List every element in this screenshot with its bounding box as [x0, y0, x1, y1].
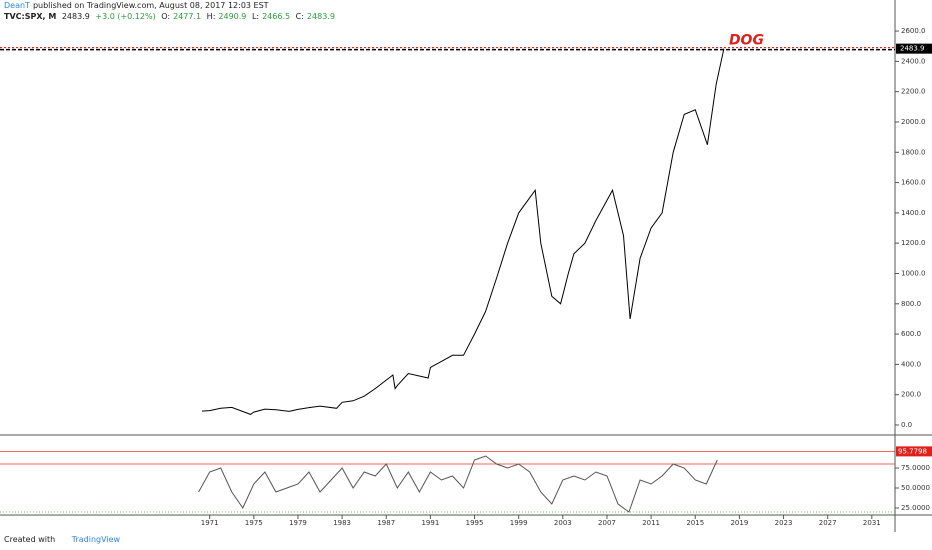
- y-tick-label: 1000.0: [901, 269, 926, 277]
- y-tick-label: 800.0: [901, 300, 921, 308]
- rsi-marker-label: 95.7798: [898, 447, 927, 455]
- y-tick-label: 2400.0: [901, 57, 926, 65]
- y-tick-label: 2600.0: [901, 27, 926, 35]
- y-tick-label: 25.0000: [901, 504, 930, 512]
- y-tick-label: 1400.0: [901, 209, 926, 217]
- y-tick-label: 600.0: [901, 330, 921, 338]
- created: Created with: [4, 535, 56, 544]
- rsi-marker-box: [896, 446, 932, 457]
- y-tick-label: 75.0000: [901, 464, 930, 472]
- value: 2477.1: [173, 12, 202, 21]
- y-tick-label: 2200.0: [901, 88, 926, 96]
- last: 2483.9: [61, 12, 90, 21]
- brand[interactable]: TradingView: [71, 535, 121, 544]
- price-line: [198, 455, 718, 513]
- label: H:: [206, 12, 216, 21]
- ohlc-line: TVC:SPX, M 2483.9 +3.0 (+0.12%) O: 2477.1…: [4, 12, 338, 21]
- x-tick-label: 1979: [289, 519, 307, 527]
- x-tick-label: 2023: [775, 519, 793, 527]
- y-tick-label: 0.0: [901, 421, 912, 429]
- y-tick-label: 2000.0: [901, 118, 926, 126]
- y-tick-label: 50.0000: [901, 484, 930, 492]
- marker-box: [896, 43, 932, 54]
- annotation: DOG: [729, 33, 764, 49]
- y-tick-label: 1800.0: [901, 148, 926, 156]
- x-tick-label: 1971: [201, 519, 219, 527]
- label: O:: [161, 12, 171, 21]
- x-tick-label: 1999: [510, 519, 528, 527]
- value: 2483.9: [306, 12, 335, 21]
- value: 2466.5: [262, 12, 291, 21]
- footer: Created with TradingView: [4, 535, 120, 544]
- x-tick-label: 2031: [863, 519, 881, 527]
- marker-label: 2483.9: [900, 45, 925, 53]
- x-tick-label: 2027: [819, 519, 837, 527]
- author[interactable]: DeanT: [4, 1, 30, 10]
- x-tick-label: 1987: [377, 519, 395, 527]
- x-tick-label: 2003: [554, 519, 572, 527]
- x-tick-label: 2007: [598, 519, 616, 527]
- x-tick-label: 1995: [466, 519, 484, 527]
- x-tick-label: 1991: [421, 519, 439, 527]
- label: L:: [251, 12, 260, 21]
- x-tick-label: 1983: [333, 519, 351, 527]
- price-line: [201, 48, 725, 415]
- symbol: TVC:SPX, M: [4, 12, 57, 21]
- x-tick-label: 1975: [245, 519, 263, 527]
- y-tick-label: 1200.0: [901, 239, 926, 247]
- y-tick-label: 200.0: [901, 391, 921, 399]
- x-tick-label: 2019: [730, 519, 748, 527]
- change: +3.0 (+0.12%): [95, 12, 156, 21]
- label: C:: [295, 12, 304, 21]
- x-tick-label: 2011: [642, 519, 660, 527]
- y-tick-label: 1600.0: [901, 179, 926, 187]
- published: published on TradingView.com, August 08,…: [32, 1, 269, 10]
- y-tick-label: 400.0: [901, 360, 921, 368]
- x-tick-label: 2015: [686, 519, 704, 527]
- publish-line: DeanT published on TradingView.com, Augus…: [4, 1, 272, 10]
- chart: 1971 1975 1979 1983 1987 1991 1995 1999 2003 2007…: [0, 0, 932, 532]
- value: 2490.9: [218, 12, 247, 21]
